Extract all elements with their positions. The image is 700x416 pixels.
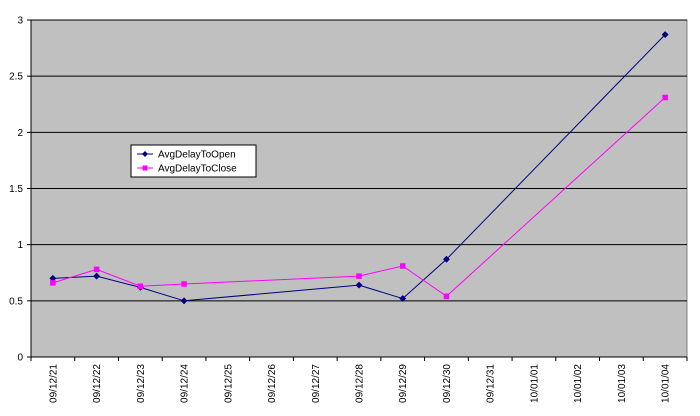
y-tick-label: 2.5 xyxy=(9,72,23,83)
legend-label-avgdelaytoclose: AvgDelayToClose xyxy=(158,164,237,175)
gridlines xyxy=(31,19,687,302)
x-tick-label: 09/12/28 xyxy=(355,364,366,403)
x-tick-label: 09/12/24 xyxy=(180,364,191,403)
x-tick-label: 09/12/25 xyxy=(223,364,234,403)
data-point-avgdelaytoclose-4 xyxy=(356,273,362,279)
data-point-avgdelaytoopen-1 xyxy=(93,272,101,280)
x-tick-label: 10/01/01 xyxy=(529,364,540,403)
x-tick-label: 10/01/04 xyxy=(661,364,672,403)
x-tick-label: 09/12/26 xyxy=(267,364,278,403)
legend-label-avgdelaytoopen: AvgDelayToOpen xyxy=(158,150,236,161)
axes: 0 0.5 1 1.5 2 2.5 3 09/12/21 09/12/22 09/12/23 09/… xyxy=(9,16,688,403)
data-point-avgdelaytoclose-0 xyxy=(50,280,56,286)
x-tick-label: 09/12/29 xyxy=(398,364,409,403)
data-point-avgdelaytoopen-3 xyxy=(180,297,188,305)
x-tick-label: 09/12/30 xyxy=(442,364,453,403)
legend-marker-avgdelaytoopen xyxy=(142,151,148,157)
y-tick-label: 3 xyxy=(17,16,23,27)
x-tick-label: 09/12/27 xyxy=(311,364,322,403)
x-tick-label: 09/12/21 xyxy=(48,364,59,403)
data-point-avgdelaytoclose-6 xyxy=(443,293,450,300)
data-point-avgdelaytoclose-1 xyxy=(93,266,100,273)
data-point-avgdelaytoopen-7 xyxy=(661,31,669,39)
series-lines xyxy=(49,31,669,305)
legend-marker-avgdelaytoclose xyxy=(142,165,148,171)
x-tick-label: 10/01/03 xyxy=(617,364,628,403)
y-tick-label: 1.5 xyxy=(9,184,23,195)
data-point-avgdelaytoclose-5 xyxy=(399,263,406,269)
x-tick-label: 09/12/23 xyxy=(136,364,147,403)
y-tick-label: 0 xyxy=(17,353,23,364)
y-tick-label: 0.5 xyxy=(9,296,23,307)
data-point-avgdelaytoclose-7 xyxy=(662,94,668,101)
data-point-avgdelaytoclose-3 xyxy=(181,281,187,287)
x-tick-label: 09/12/31 xyxy=(486,364,497,403)
y-tick-label: 2 xyxy=(17,128,23,139)
y-tick-label: 1 xyxy=(17,240,23,251)
x-tick-label: 09/12/22 xyxy=(92,364,103,403)
series-line-avgdelaytoopen xyxy=(52,34,666,302)
x-tick-label: 10/01/02 xyxy=(573,364,584,403)
data-point-avgdelaytoopen-5 xyxy=(399,295,407,303)
data-point-avgdelaytoopen-4 xyxy=(355,281,363,289)
legend-box xyxy=(130,144,257,178)
series-line-avgdelaytoclose xyxy=(52,97,666,297)
data-point-avgdelaytoopen-6 xyxy=(442,255,451,263)
legend: AvgDelayToOpen AvgDelayToClose xyxy=(130,144,257,178)
data-point-avgdelaytoclose-2 xyxy=(137,283,144,289)
